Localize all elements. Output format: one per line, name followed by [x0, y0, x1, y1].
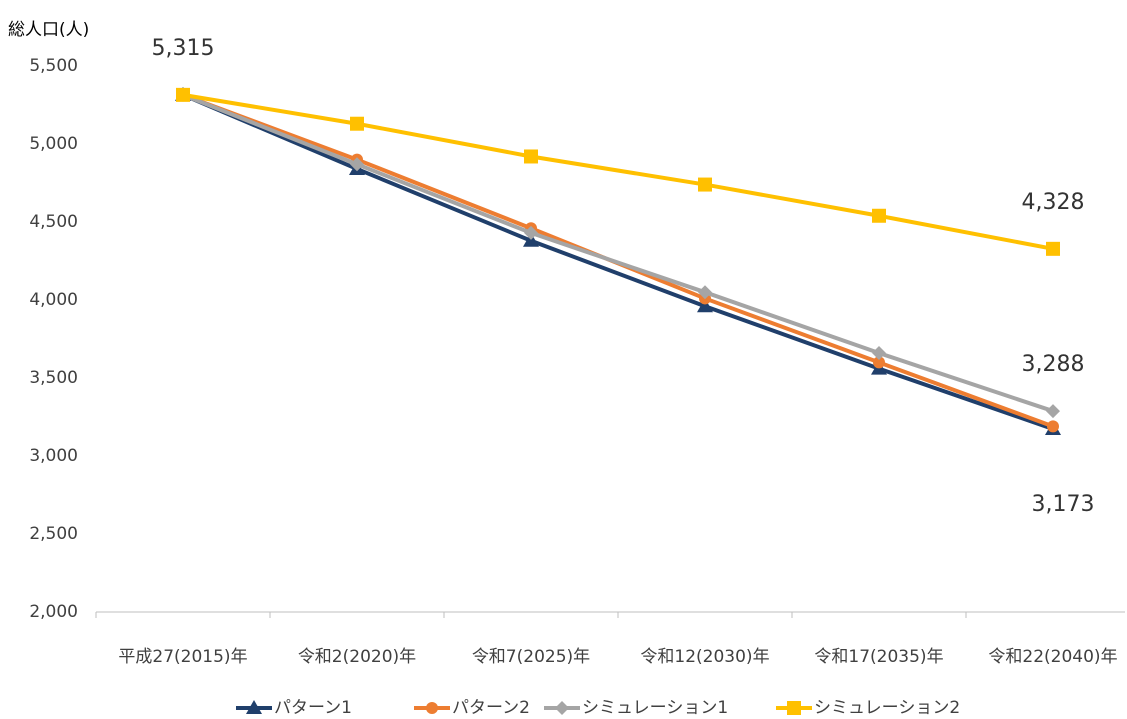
marker — [787, 701, 801, 715]
x-tick-label: 令和17(2035)年 — [814, 647, 943, 667]
marker — [176, 87, 190, 102]
legend-label: パターン2 — [452, 698, 530, 718]
marker — [872, 208, 886, 223]
marker — [697, 298, 713, 313]
x-tick-label: 令和7(2025)年 — [472, 647, 590, 667]
x-tick-label: 平成27(2015)年 — [118, 647, 247, 667]
marker — [350, 157, 364, 172]
marker — [524, 225, 538, 240]
marker — [872, 346, 886, 361]
marker — [350, 116, 364, 131]
y-tick-label: 2,500 — [29, 524, 78, 544]
y-tick-label: 5,000 — [29, 134, 78, 154]
series-line — [182, 93, 1054, 413]
marker — [524, 149, 538, 164]
marker — [1046, 404, 1060, 419]
x-tick-label: 令和2(2020)年 — [298, 647, 416, 667]
data-label: 3,173 — [1032, 492, 1095, 517]
legend-item: パターン2 — [414, 698, 530, 718]
y-tick-label: 3,500 — [29, 368, 78, 388]
legend-item: パターン1 — [236, 698, 352, 718]
x-tick-label: 令和12(2030)年 — [640, 647, 769, 667]
marker — [698, 177, 712, 192]
y-axis-label: 総人口(人) — [8, 20, 89, 40]
series-line — [182, 93, 1054, 431]
series-line — [182, 92, 1054, 251]
y-tick-label: 3,000 — [29, 446, 78, 466]
x-tick-label: 令和22(2040)年 — [988, 647, 1117, 667]
marker — [555, 701, 569, 715]
marker — [698, 285, 712, 300]
legend-label: シミュレーション2 — [814, 698, 960, 718]
data-label: 4,328 — [1022, 190, 1085, 215]
legend-item: シミュレーション1 — [544, 698, 728, 718]
data-label: 3,288 — [1022, 352, 1085, 377]
legend-label: パターン1 — [274, 698, 352, 718]
y-tick-label: 4,500 — [29, 212, 78, 232]
marker — [1046, 241, 1060, 256]
marker — [1047, 420, 1059, 433]
marker — [246, 700, 262, 714]
marker — [873, 356, 885, 369]
legend-label: シミュレーション1 — [582, 698, 728, 718]
data-label: 5,315 — [152, 36, 215, 61]
legend-item: シミュレーション2 — [776, 698, 960, 718]
y-tick-label: 4,000 — [29, 290, 78, 310]
marker — [426, 702, 438, 714]
y-tick-label: 2,000 — [29, 602, 78, 622]
y-tick-label: 5,500 — [29, 56, 78, 76]
